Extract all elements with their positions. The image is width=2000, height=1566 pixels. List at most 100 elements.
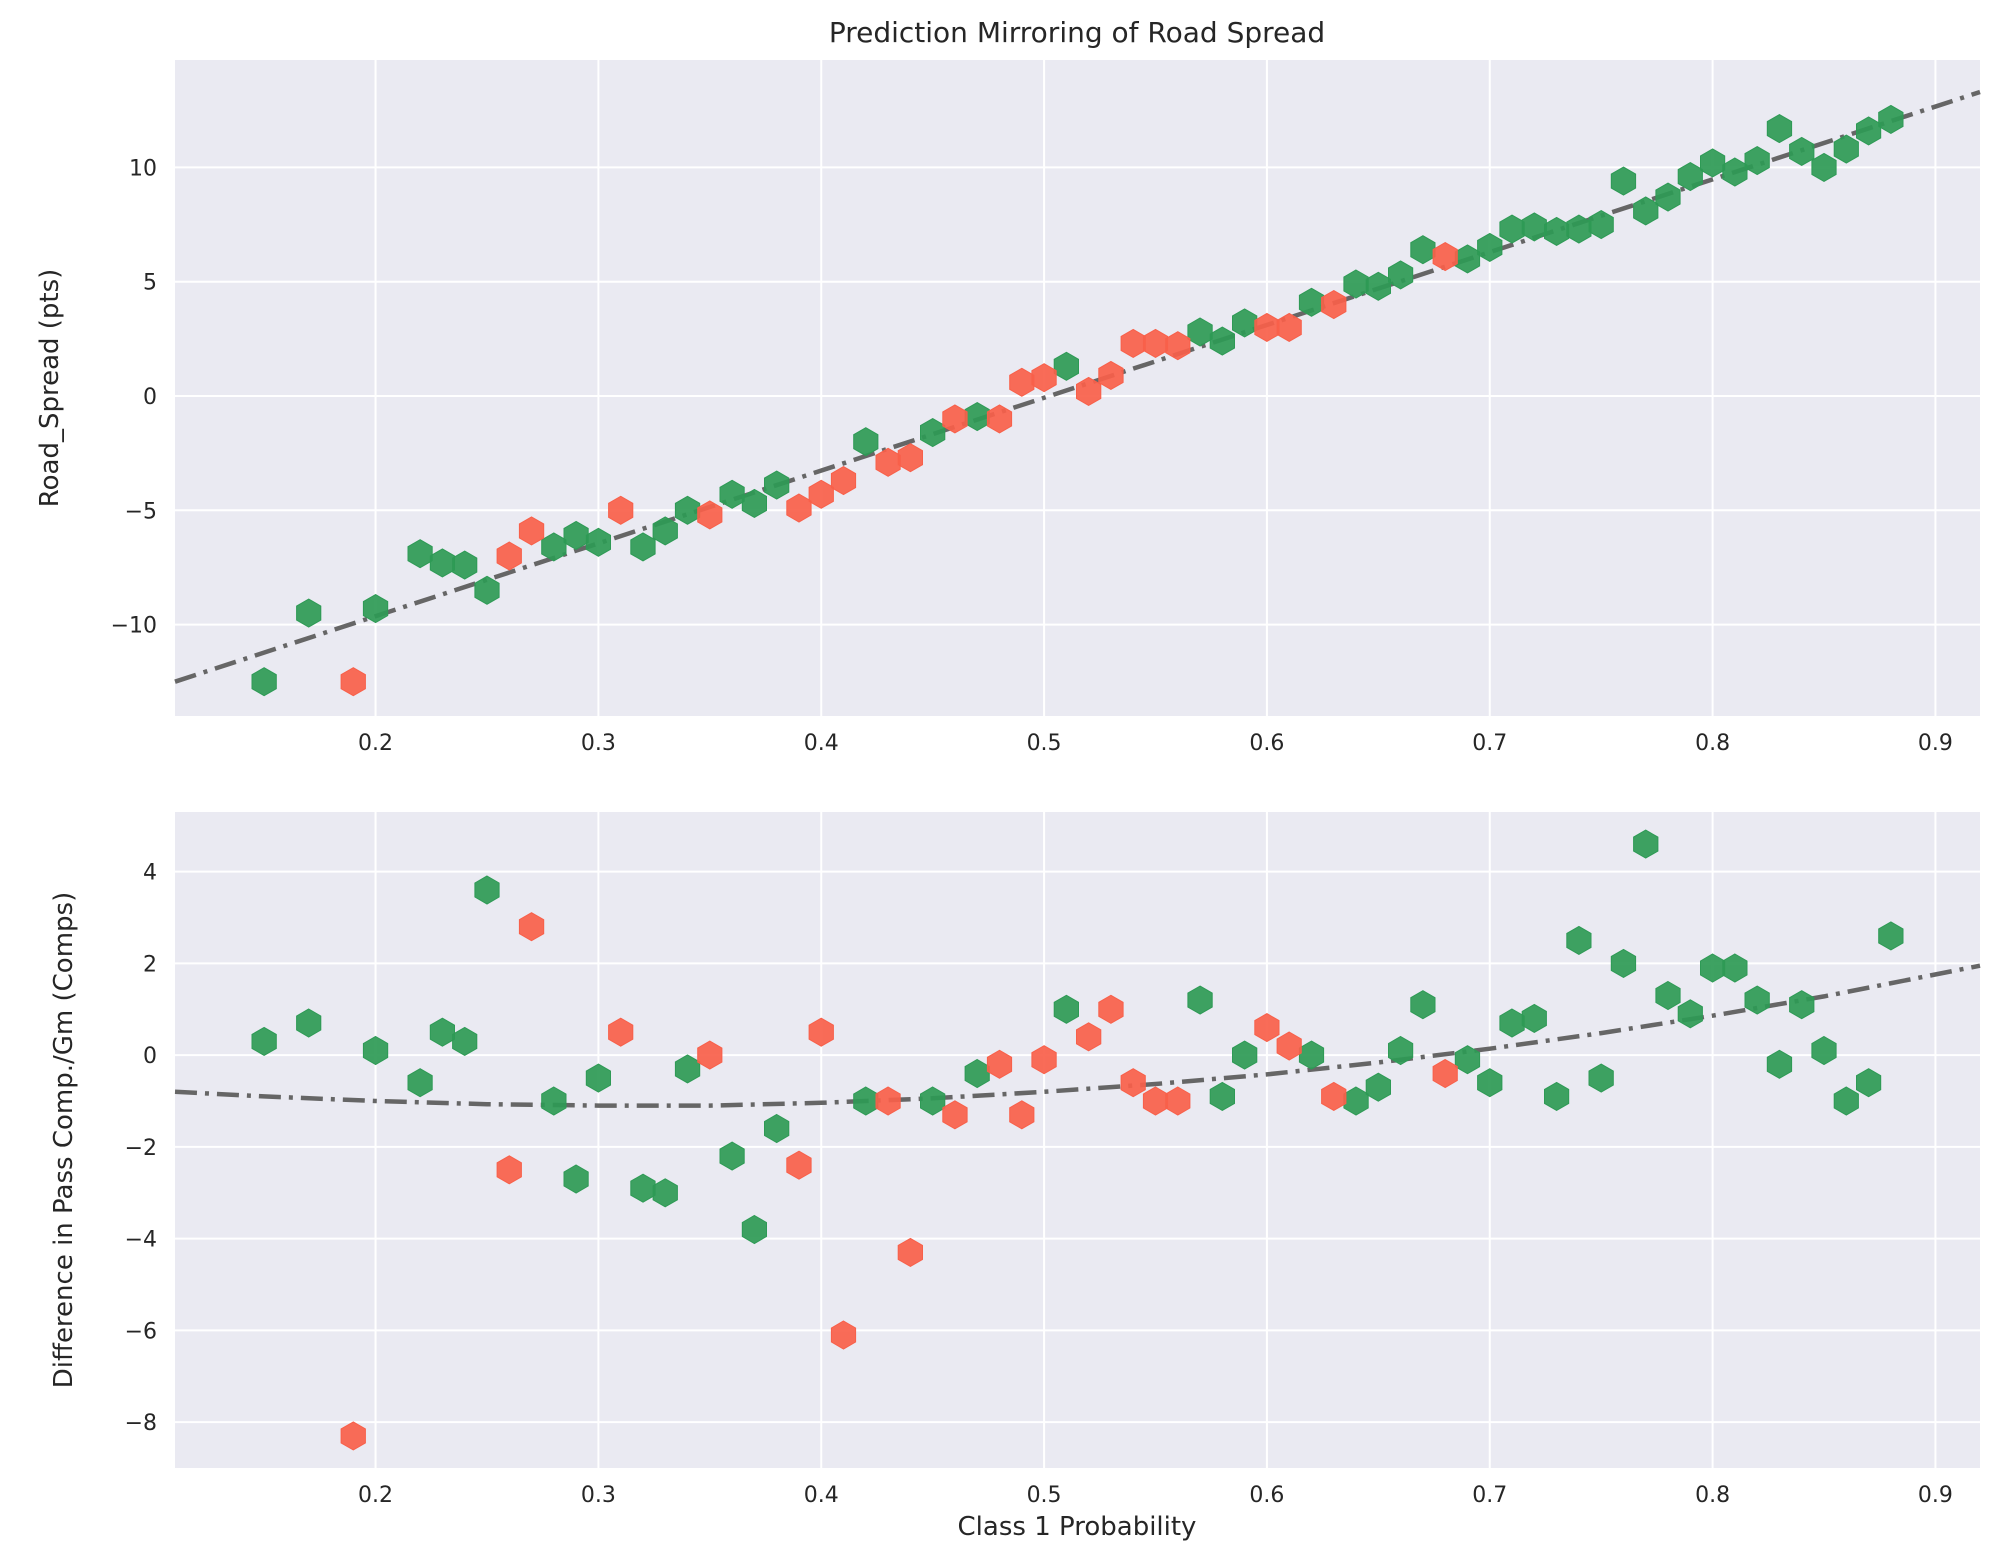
correct-point: [1633, 829, 1659, 859]
correct-point: [1187, 985, 1213, 1015]
correct-point: [1566, 925, 1592, 955]
correct-point: [1789, 990, 1815, 1020]
x-tick-label: 0.9: [1918, 731, 1953, 756]
correct-point: [1655, 980, 1681, 1011]
correct-point: [1053, 994, 1079, 1024]
top-y-axis-label: Road_Spread (pts): [35, 269, 65, 508]
correct-point: [585, 1063, 611, 1093]
correct-point: [1655, 182, 1681, 212]
correct-point: [719, 1141, 745, 1171]
incorrect-point: [942, 1100, 968, 1130]
incorrect-point: [942, 404, 968, 434]
correct-point: [1232, 308, 1258, 338]
incorrect-point: [1165, 1086, 1191, 1116]
correct-point: [1588, 210, 1614, 240]
correct-point: [1521, 1003, 1547, 1033]
correct-point: [407, 539, 433, 569]
incorrect-point: [496, 1155, 522, 1185]
incorrect-point: [1009, 1100, 1035, 1130]
incorrect-point: [808, 1017, 834, 1047]
y-tick-label: −5: [125, 499, 157, 524]
bottom-panel: 0.2 0.3 0.4 0.5 0.6 0.7 0.8 0.9 −8 −6 −4 −2 0 2 4 Cla…: [49, 812, 1981, 1542]
incorrect-point: [1031, 1045, 1057, 1075]
correct-point: [764, 1113, 790, 1144]
top-panel: 0.2 0.3 0.4 0.5 0.6 0.7 0.8 0.9 −10 −5 0 5 10 Predi…: [35, 16, 1981, 756]
correct-point: [1544, 1081, 1570, 1111]
correct-point: [296, 1008, 322, 1038]
incorrect-point: [1076, 376, 1102, 406]
chart-title: Prediction Mirroring of Road Spread: [829, 16, 1325, 49]
correct-point: [1410, 990, 1436, 1020]
incorrect-point: [518, 912, 545, 942]
correct-point: [1878, 104, 1904, 134]
incorrect-point: [1432, 1058, 1458, 1089]
y-tick-label: 5: [143, 271, 157, 296]
correct-point: [541, 1086, 567, 1116]
bottom-y-tick-labels: −8 −6 −4 −2 0 2 4: [125, 861, 157, 1436]
correct-point: [452, 550, 478, 580]
correct-point: [1365, 1072, 1391, 1102]
correct-point: [1232, 1040, 1258, 1070]
x-tick-label: 0.4: [804, 731, 839, 756]
x-tick-label: 0.7: [1472, 1483, 1507, 1508]
correct-point: [1053, 351, 1079, 381]
incorrect-point: [1321, 290, 1347, 320]
incorrect-point: [1031, 363, 1057, 393]
x-tick-label: 0.6: [1249, 1483, 1284, 1508]
correct-point: [474, 575, 500, 605]
correct-point: [1477, 1068, 1503, 1098]
correct-point: [585, 527, 611, 557]
incorrect-point: [1321, 1081, 1347, 1111]
x-tick-label: 0.2: [358, 1483, 393, 1508]
correct-point: [1811, 152, 1837, 182]
correct-point: [1833, 134, 1859, 164]
correct-point: [1187, 317, 1213, 347]
correct-point: [1410, 235, 1436, 265]
correct-point: [674, 495, 701, 525]
correct-point: [1722, 953, 1748, 983]
correct-point: [1521, 212, 1547, 242]
incorrect-point: [786, 1150, 812, 1180]
incorrect-point: [1098, 994, 1124, 1024]
correct-point: [1878, 921, 1904, 951]
correct-point: [652, 1178, 678, 1208]
x-tick-label: 0.3: [581, 1483, 616, 1508]
incorrect-point: [1120, 1068, 1146, 1098]
correct-point: [1677, 999, 1703, 1029]
bottom-x-tick-labels: 0.2 0.3 0.4 0.5 0.6 0.7 0.8 0.9: [358, 1483, 1953, 1508]
y-tick-label: 0: [143, 385, 157, 410]
x-tick-label: 0.7: [1472, 731, 1507, 756]
bottom-y-axis-label: Difference in Pass Comp./Gm (Comps): [49, 892, 79, 1388]
y-tick-label: 0: [143, 1044, 157, 1069]
x-tick-label: 0.4: [804, 1483, 839, 1508]
y-tick-label: 10: [129, 156, 157, 181]
correct-point: [764, 470, 790, 500]
correct-point: [1388, 260, 1414, 290]
correct-point: [1766, 114, 1793, 144]
x-tick-label: 0.5: [1027, 731, 1062, 756]
correct-point: [1789, 136, 1815, 166]
correct-point: [1588, 1063, 1614, 1093]
x-tick-label: 0.6: [1249, 731, 1284, 756]
x-axis-label: Class 1 Probability: [958, 1512, 1197, 1542]
x-tick-label: 0.2: [358, 731, 393, 756]
bottom-grid: [175, 812, 1980, 1468]
correct-point: [474, 875, 500, 905]
correct-point: [1811, 1035, 1837, 1066]
incorrect-point: [830, 1320, 857, 1350]
incorrect-point: [875, 1086, 901, 1116]
correct-point: [407, 1068, 433, 1098]
y-tick-label: 4: [143, 861, 157, 886]
top-points: [251, 104, 1904, 697]
correct-point: [719, 479, 745, 509]
incorrect-point: [897, 443, 923, 473]
y-tick-label: −8: [125, 1411, 157, 1436]
x-tick-label: 0.3: [581, 731, 616, 756]
correct-point: [1744, 146, 1770, 176]
correct-point: [1388, 1035, 1414, 1066]
correct-point: [251, 667, 277, 697]
correct-point: [251, 1026, 277, 1056]
correct-point: [362, 1035, 389, 1066]
incorrect-point: [1165, 331, 1191, 361]
correct-point: [964, 402, 990, 432]
